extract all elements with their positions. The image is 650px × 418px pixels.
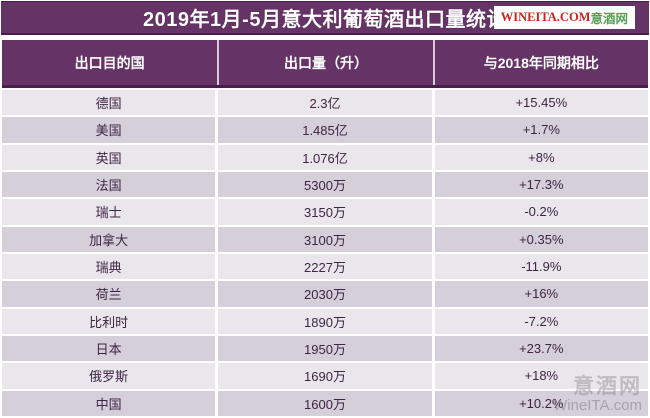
table-row: 美国 1.485亿 +1.7% xyxy=(2,117,648,143)
logo-site-text: WINEITA.COM xyxy=(500,10,591,24)
table-row: 德国 2.3亿 +15.45% xyxy=(2,90,648,116)
table-header-row: 出口目的国 出口量（升） 与2018年同期相比 xyxy=(2,40,648,88)
cell-change: +0.35% xyxy=(434,226,648,252)
title-bar: 2019年1月-5月意大利葡萄酒出口量统计 WINEITA.COM 意酒网 xyxy=(1,1,649,35)
cell-country: 中国 xyxy=(2,390,216,416)
cell-change: -0.2% xyxy=(434,199,648,225)
cell-country: 瑞典 xyxy=(2,254,216,280)
cell-change: +23.7% xyxy=(434,336,648,362)
page-title: 2019年1月-5月意大利葡萄酒出口量统计 xyxy=(143,9,507,31)
cell-volume: 1690万 xyxy=(218,363,432,389)
cell-country: 俄罗斯 xyxy=(2,363,216,389)
cell-change: +18% xyxy=(434,363,648,389)
cell-volume: 2227万 xyxy=(218,254,432,280)
cell-country: 加拿大 xyxy=(2,226,216,252)
table-row: 俄罗斯 1690万 +18% xyxy=(2,363,648,389)
table-row: 荷兰 2030万 +16% xyxy=(2,281,648,307)
cell-change: +15.45% xyxy=(434,90,648,116)
table-row: 比利时 1890万 -7.2% xyxy=(2,308,648,334)
cell-volume: 2.3亿 xyxy=(218,90,432,116)
cell-change: -11.9% xyxy=(434,254,648,280)
cell-country: 日本 xyxy=(2,336,216,362)
cell-country: 德国 xyxy=(2,90,216,116)
table-row: 法国 5300万 +17.3% xyxy=(2,172,648,198)
table-row: 瑞士 3150万 -0.2% xyxy=(2,199,648,225)
cell-volume: 1.485亿 xyxy=(218,117,432,143)
wineita-logo: WINEITA.COM 意酒网 xyxy=(493,6,635,29)
table-row: 中国 1600万 +10.2% xyxy=(2,390,648,416)
table-row: 加拿大 3100万 +0.35% xyxy=(2,226,648,252)
table-row: 英国 1.076亿 +8% xyxy=(2,144,648,170)
cell-volume: 3100万 xyxy=(218,226,432,252)
cell-country: 荷兰 xyxy=(2,281,216,307)
cell-change: +16% xyxy=(434,281,648,307)
cell-country: 法国 xyxy=(2,172,216,198)
cell-change: +17.3% xyxy=(434,172,648,198)
column-header-volume: 出口量（升） xyxy=(217,40,432,85)
cell-volume: 3150万 xyxy=(218,199,432,225)
table-body: 德国 2.3亿 +15.45% 美国 1.485亿 +1.7% 英国 1.076亿 +8% 法国 5… xyxy=(2,90,648,416)
cell-change: -7.2% xyxy=(434,308,648,334)
table-row: 日本 1950万 +23.7% xyxy=(2,336,648,362)
logo-brand-text: 意酒网 xyxy=(590,12,628,26)
cell-change: +1.7% xyxy=(434,117,648,143)
cell-volume: 2030万 xyxy=(218,281,432,307)
cell-volume: 1950万 xyxy=(218,336,432,362)
cell-volume: 1600万 xyxy=(218,390,432,416)
cell-volume: 5300万 xyxy=(218,172,432,198)
column-header-change: 与2018年同期相比 xyxy=(432,40,648,85)
cell-volume: 1890万 xyxy=(218,308,432,334)
cell-country: 英国 xyxy=(2,144,216,170)
cell-country: 瑞士 xyxy=(2,199,216,225)
cell-change: +8% xyxy=(434,144,648,170)
cell-country: 比利时 xyxy=(2,308,216,334)
cell-change: +10.2% xyxy=(434,390,648,416)
cell-country: 美国 xyxy=(2,117,216,143)
cell-volume: 1.076亿 xyxy=(218,144,432,170)
table-row: 瑞典 2227万 -11.9% xyxy=(2,254,648,280)
column-header-country: 出口目的国 xyxy=(74,54,145,71)
